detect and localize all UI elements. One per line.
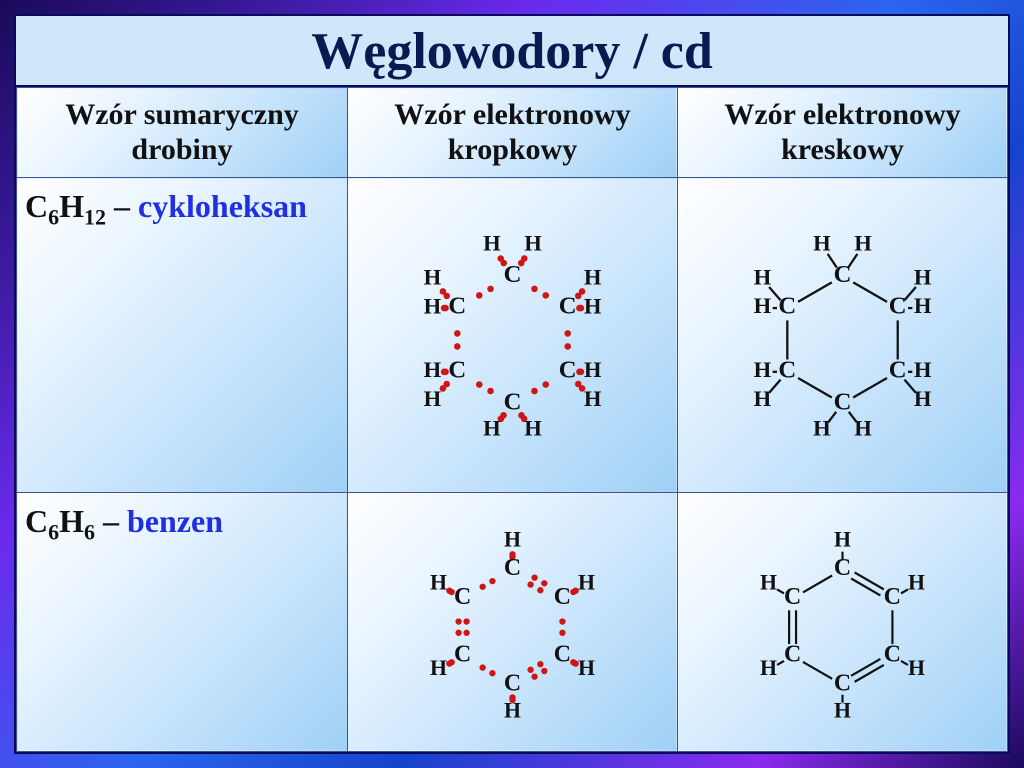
molecular-formula: C6H12 – cykloheksan: [17, 178, 347, 240]
svg-text:H: H: [834, 527, 851, 551]
line-structure-cell: HCHCHCHCHCHC: [677, 492, 1007, 751]
svg-text:H: H: [760, 570, 777, 594]
svg-text:C: C: [448, 293, 466, 320]
molecular-formula: C6H6 – benzen: [17, 493, 347, 555]
svg-text:C: C: [884, 641, 901, 667]
svg-text:H: H: [524, 416, 542, 441]
svg-text:C: C: [784, 583, 801, 609]
svg-text:C: C: [454, 583, 471, 609]
svg-text:C: C: [834, 388, 852, 415]
dot-structure-cell: HCHCHCHCHCHC: [347, 492, 677, 751]
svg-text:H: H: [760, 656, 777, 680]
slide-panel: Węglowodory / cd Wzór sumaryczny drobiny…: [14, 14, 1010, 754]
svg-text:H: H: [424, 264, 442, 289]
svg-text:H: H: [914, 357, 932, 382]
svg-text:H: H: [914, 293, 932, 318]
col-header-1: Wzór elektronowy kropkowy: [347, 88, 677, 178]
formula-cell: C6H6 – benzen: [17, 492, 348, 751]
svg-text:H: H: [504, 698, 521, 722]
svg-text:H: H: [524, 231, 542, 256]
col-header-0: Wzór sumaryczny drobiny: [17, 88, 348, 178]
svg-text:C: C: [554, 583, 571, 609]
svg-text:C: C: [559, 293, 577, 320]
svg-text:H: H: [834, 698, 851, 722]
svg-text:H: H: [578, 656, 595, 680]
svg-text:C: C: [504, 670, 521, 696]
svg-text:C: C: [778, 293, 796, 320]
svg-text:H: H: [854, 231, 872, 256]
svg-text:C: C: [889, 293, 907, 320]
slide-frame: Węglowodory / cd Wzór sumaryczny drobiny…: [0, 0, 1024, 768]
svg-text:H: H: [914, 264, 932, 289]
structure-table: Wzór sumaryczny drobiny Wzór elektronowy…: [16, 87, 1008, 752]
svg-text:C: C: [504, 261, 522, 288]
svg-text:H: H: [813, 231, 831, 256]
svg-text:H: H: [578, 570, 595, 594]
svg-text:H: H: [584, 264, 602, 289]
svg-text:C: C: [454, 641, 471, 667]
svg-text:H: H: [584, 357, 602, 382]
svg-text:C: C: [834, 261, 852, 288]
svg-text:H: H: [483, 231, 501, 256]
svg-text:H: H: [908, 570, 925, 594]
svg-text:H: H: [754, 386, 772, 411]
formula-cell: C6H12 – cykloheksan: [17, 178, 348, 493]
svg-text:H: H: [483, 416, 501, 441]
svg-text:C: C: [884, 583, 901, 609]
svg-text:H: H: [424, 386, 442, 411]
svg-text:H: H: [754, 357, 772, 382]
svg-text:H: H: [424, 293, 442, 318]
svg-text:H: H: [584, 386, 602, 411]
dot-structure-cell: HHCHHCHHCHHCHHCHHC: [347, 178, 677, 493]
svg-text:H: H: [430, 570, 447, 594]
svg-text:H: H: [584, 293, 602, 318]
svg-text:H: H: [424, 357, 442, 382]
svg-text:C: C: [504, 555, 521, 581]
col-header-2: Wzór elektronowy kreskowy: [677, 88, 1007, 178]
svg-text:H: H: [908, 656, 925, 680]
svg-text:H: H: [430, 656, 447, 680]
svg-text:C: C: [554, 641, 571, 667]
svg-text:C: C: [784, 641, 801, 667]
svg-text:C: C: [889, 356, 907, 383]
svg-text:H: H: [754, 264, 772, 289]
svg-text:C: C: [834, 670, 851, 696]
svg-text:C: C: [559, 356, 577, 383]
svg-text:C: C: [834, 555, 851, 581]
svg-text:C: C: [504, 388, 522, 415]
slide-title: Węglowodory / cd: [16, 16, 1008, 87]
svg-text:H: H: [854, 416, 872, 441]
svg-text:C: C: [448, 356, 466, 383]
line-structure-cell: HHCHHCHHCHHCHHCHHC: [677, 178, 1007, 493]
svg-text:H: H: [504, 527, 521, 551]
svg-text:H: H: [754, 293, 772, 318]
svg-text:C: C: [778, 356, 796, 383]
svg-text:H: H: [914, 386, 932, 411]
svg-text:H: H: [813, 416, 831, 441]
